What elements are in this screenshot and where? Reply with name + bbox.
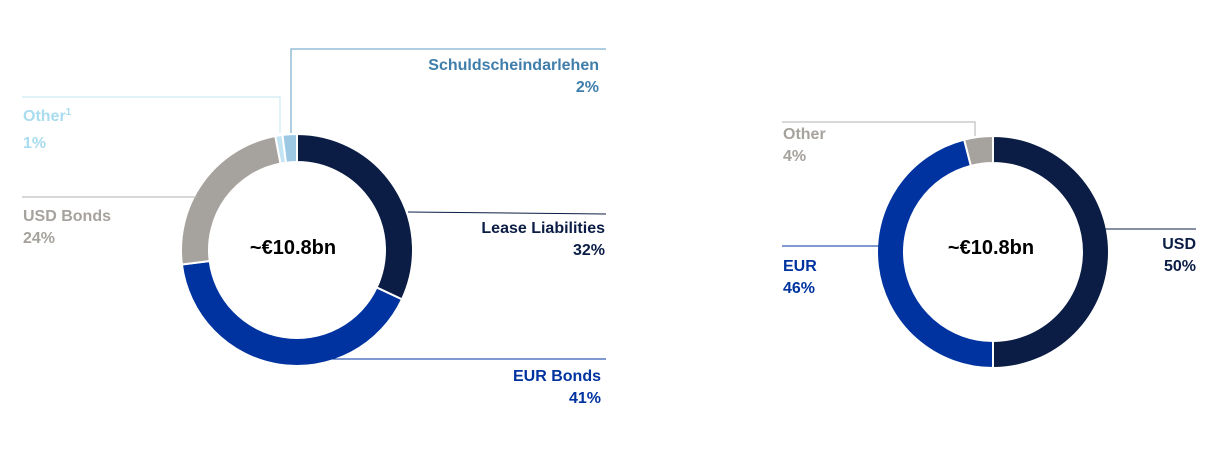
leader-line-other	[782, 121, 976, 136]
donut-slice-other	[962, 134, 994, 168]
donut-slice-schuldscheindarlehen	[281, 132, 298, 164]
slice-value-lease-liabilities: 32%	[573, 242, 605, 259]
slice-label-other-text: Other	[23, 108, 66, 125]
donut-slice-lease-liabilities	[296, 132, 414, 301]
slice-label-schuldscheindarlehen: Schuldscheindarlehen	[428, 57, 599, 74]
leader-line-lease	[407, 211, 607, 215]
leader-line-other	[22, 96, 281, 133]
slice-label-other: Other	[783, 126, 826, 143]
slice-label-eur: EUR	[783, 258, 817, 275]
slice-label-usd-bonds: USD Bonds	[23, 208, 111, 225]
slice-label-lease-liabilities: Lease Liabilities	[481, 220, 605, 237]
debt-by-currency-donut: ~€10.8bn Other 4% EUR 46% USD 50%	[782, 121, 1196, 370]
slice-value-other: 4%	[783, 148, 806, 165]
leader-lines	[22, 48, 607, 360]
slice-value-other: 1%	[23, 135, 46, 152]
donut-center-label: ~€10.8bn	[948, 237, 1034, 259]
donut-slices	[876, 134, 1110, 370]
donut-slice-usd	[992, 134, 1110, 370]
donut-slice-eur	[876, 138, 994, 370]
slice-label-eur-bonds: EUR Bonds	[513, 368, 601, 385]
slice-value-eur: 46%	[783, 280, 815, 297]
slice-value-schuldscheindarlehen: 2%	[576, 79, 599, 96]
debt-by-instrument-donut: ~€10.8bn Schuldscheindarlehen 2% Other1 …	[22, 48, 607, 407]
slice-value-eur-bonds: 41%	[569, 390, 601, 407]
leader-line-schuldschein	[290, 48, 606, 133]
donut-slice-eur-bonds	[180, 259, 404, 367]
slice-label-other: Other1	[23, 107, 72, 125]
slice-label-usd: USD	[1162, 236, 1196, 253]
leader-lines	[782, 121, 1196, 247]
slice-value-usd-bonds: 24%	[23, 230, 55, 247]
donut-center-label: ~€10.8bn	[250, 237, 336, 259]
slice-label-other-footnote: 1	[66, 107, 72, 118]
slice-value-usd: 50%	[1164, 258, 1196, 275]
